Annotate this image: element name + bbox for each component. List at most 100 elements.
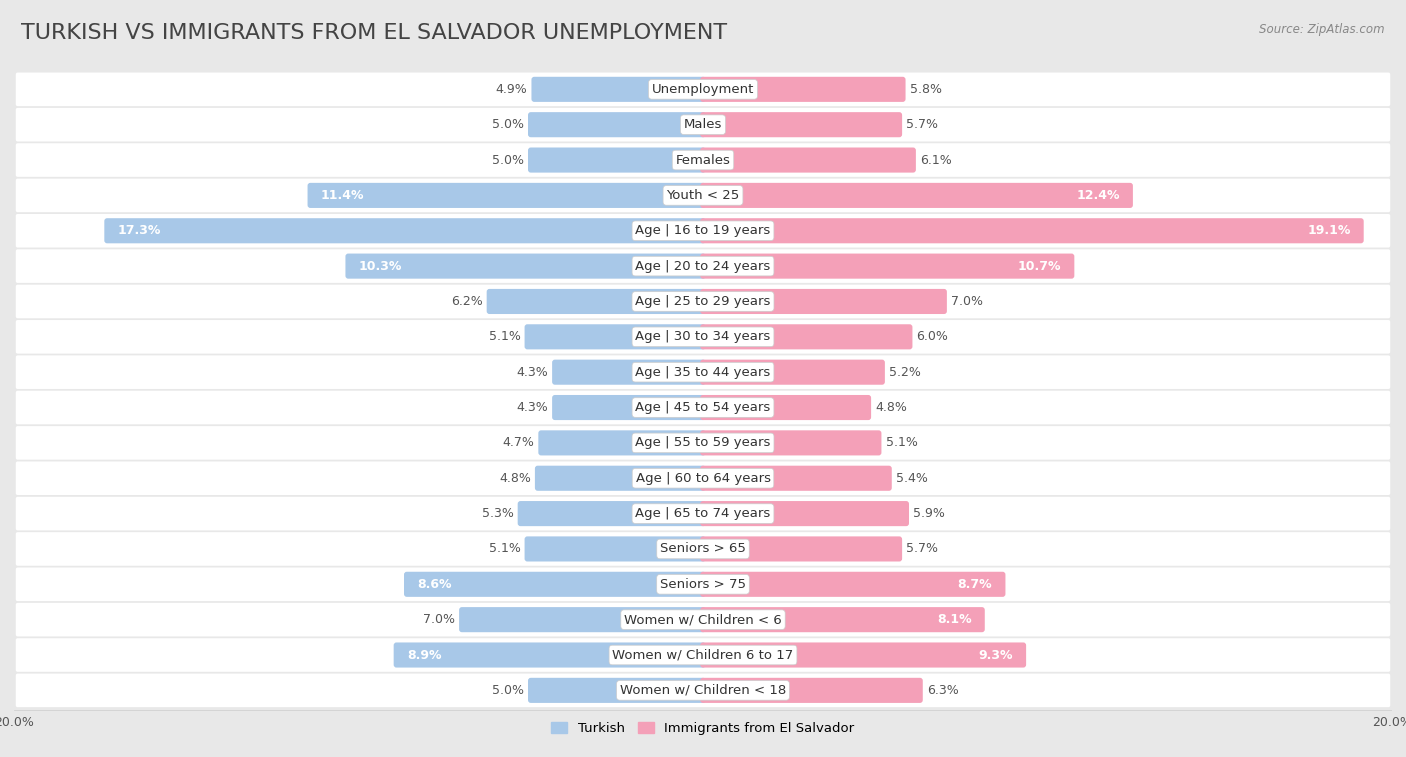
FancyBboxPatch shape xyxy=(15,638,1391,671)
FancyBboxPatch shape xyxy=(700,289,946,314)
FancyBboxPatch shape xyxy=(700,183,1133,208)
FancyBboxPatch shape xyxy=(700,254,1074,279)
FancyBboxPatch shape xyxy=(553,360,706,385)
Text: Source: ZipAtlas.com: Source: ZipAtlas.com xyxy=(1260,23,1385,36)
FancyBboxPatch shape xyxy=(524,324,706,350)
FancyBboxPatch shape xyxy=(700,324,912,350)
FancyBboxPatch shape xyxy=(700,501,910,526)
Text: 6.1%: 6.1% xyxy=(920,154,952,167)
Text: 7.0%: 7.0% xyxy=(423,613,456,626)
Text: 5.1%: 5.1% xyxy=(886,436,918,450)
FancyBboxPatch shape xyxy=(15,249,1391,283)
FancyBboxPatch shape xyxy=(700,395,872,420)
Text: Age | 25 to 29 years: Age | 25 to 29 years xyxy=(636,295,770,308)
FancyBboxPatch shape xyxy=(15,285,1391,318)
FancyBboxPatch shape xyxy=(531,76,706,102)
Text: 19.1%: 19.1% xyxy=(1308,224,1351,237)
Text: 4.9%: 4.9% xyxy=(495,83,527,96)
Text: 7.0%: 7.0% xyxy=(950,295,983,308)
FancyBboxPatch shape xyxy=(517,501,706,526)
Text: 4.7%: 4.7% xyxy=(502,436,534,450)
FancyBboxPatch shape xyxy=(15,355,1391,389)
FancyBboxPatch shape xyxy=(15,674,1391,707)
Text: 4.3%: 4.3% xyxy=(516,401,548,414)
FancyBboxPatch shape xyxy=(15,568,1391,601)
Text: 5.2%: 5.2% xyxy=(889,366,921,378)
Text: Males: Males xyxy=(683,118,723,131)
Text: 8.1%: 8.1% xyxy=(936,613,972,626)
FancyBboxPatch shape xyxy=(15,426,1391,459)
FancyBboxPatch shape xyxy=(15,603,1391,637)
FancyBboxPatch shape xyxy=(15,462,1391,495)
FancyBboxPatch shape xyxy=(538,430,706,456)
Text: 5.1%: 5.1% xyxy=(488,543,520,556)
Text: 5.0%: 5.0% xyxy=(492,684,524,697)
FancyBboxPatch shape xyxy=(15,497,1391,531)
Text: 5.7%: 5.7% xyxy=(907,118,938,131)
FancyBboxPatch shape xyxy=(529,112,706,137)
FancyBboxPatch shape xyxy=(700,360,884,385)
Text: 5.4%: 5.4% xyxy=(896,472,928,484)
FancyBboxPatch shape xyxy=(700,607,984,632)
Text: Women w/ Children < 18: Women w/ Children < 18 xyxy=(620,684,786,697)
FancyBboxPatch shape xyxy=(529,148,706,173)
Text: 6.3%: 6.3% xyxy=(927,684,959,697)
Text: 5.7%: 5.7% xyxy=(907,543,938,556)
Text: 5.9%: 5.9% xyxy=(912,507,945,520)
Text: Age | 60 to 64 years: Age | 60 to 64 years xyxy=(636,472,770,484)
FancyBboxPatch shape xyxy=(700,76,905,102)
FancyBboxPatch shape xyxy=(394,643,706,668)
Text: 4.3%: 4.3% xyxy=(516,366,548,378)
Text: Unemployment: Unemployment xyxy=(652,83,754,96)
Text: Age | 35 to 44 years: Age | 35 to 44 years xyxy=(636,366,770,378)
Text: 5.0%: 5.0% xyxy=(492,154,524,167)
Text: Females: Females xyxy=(675,154,731,167)
FancyBboxPatch shape xyxy=(404,572,706,597)
FancyBboxPatch shape xyxy=(553,395,706,420)
Text: 10.7%: 10.7% xyxy=(1018,260,1062,273)
Text: Age | 20 to 24 years: Age | 20 to 24 years xyxy=(636,260,770,273)
FancyBboxPatch shape xyxy=(700,537,903,562)
Text: 6.0%: 6.0% xyxy=(917,330,949,344)
Text: 8.6%: 8.6% xyxy=(418,578,451,590)
FancyBboxPatch shape xyxy=(15,179,1391,212)
FancyBboxPatch shape xyxy=(15,108,1391,142)
Text: 6.2%: 6.2% xyxy=(451,295,482,308)
Text: 17.3%: 17.3% xyxy=(117,224,160,237)
FancyBboxPatch shape xyxy=(15,391,1391,425)
FancyBboxPatch shape xyxy=(700,466,891,491)
FancyBboxPatch shape xyxy=(700,148,915,173)
FancyBboxPatch shape xyxy=(524,537,706,562)
Text: 4.8%: 4.8% xyxy=(875,401,907,414)
Text: 8.7%: 8.7% xyxy=(957,578,993,590)
Text: 10.3%: 10.3% xyxy=(359,260,402,273)
FancyBboxPatch shape xyxy=(15,320,1391,354)
FancyBboxPatch shape xyxy=(15,143,1391,177)
FancyBboxPatch shape xyxy=(700,218,1364,243)
FancyBboxPatch shape xyxy=(104,218,706,243)
FancyBboxPatch shape xyxy=(15,532,1391,565)
FancyBboxPatch shape xyxy=(346,254,706,279)
FancyBboxPatch shape xyxy=(700,678,922,703)
Text: Women w/ Children 6 to 17: Women w/ Children 6 to 17 xyxy=(613,649,793,662)
Text: Age | 65 to 74 years: Age | 65 to 74 years xyxy=(636,507,770,520)
Text: Age | 55 to 59 years: Age | 55 to 59 years xyxy=(636,436,770,450)
FancyBboxPatch shape xyxy=(700,643,1026,668)
Text: 9.3%: 9.3% xyxy=(979,649,1012,662)
Text: Seniors > 75: Seniors > 75 xyxy=(659,578,747,590)
Legend: Turkish, Immigrants from El Salvador: Turkish, Immigrants from El Salvador xyxy=(546,717,860,740)
Text: 11.4%: 11.4% xyxy=(321,189,364,202)
Text: Seniors > 65: Seniors > 65 xyxy=(659,543,747,556)
Text: 5.3%: 5.3% xyxy=(482,507,513,520)
Text: 4.8%: 4.8% xyxy=(499,472,531,484)
FancyBboxPatch shape xyxy=(460,607,706,632)
Text: Women w/ Children < 6: Women w/ Children < 6 xyxy=(624,613,782,626)
FancyBboxPatch shape xyxy=(700,112,903,137)
FancyBboxPatch shape xyxy=(15,73,1391,106)
Text: 5.1%: 5.1% xyxy=(488,330,520,344)
Text: 5.0%: 5.0% xyxy=(492,118,524,131)
Text: 8.9%: 8.9% xyxy=(406,649,441,662)
Text: Youth < 25: Youth < 25 xyxy=(666,189,740,202)
FancyBboxPatch shape xyxy=(700,572,1005,597)
Text: Age | 30 to 34 years: Age | 30 to 34 years xyxy=(636,330,770,344)
